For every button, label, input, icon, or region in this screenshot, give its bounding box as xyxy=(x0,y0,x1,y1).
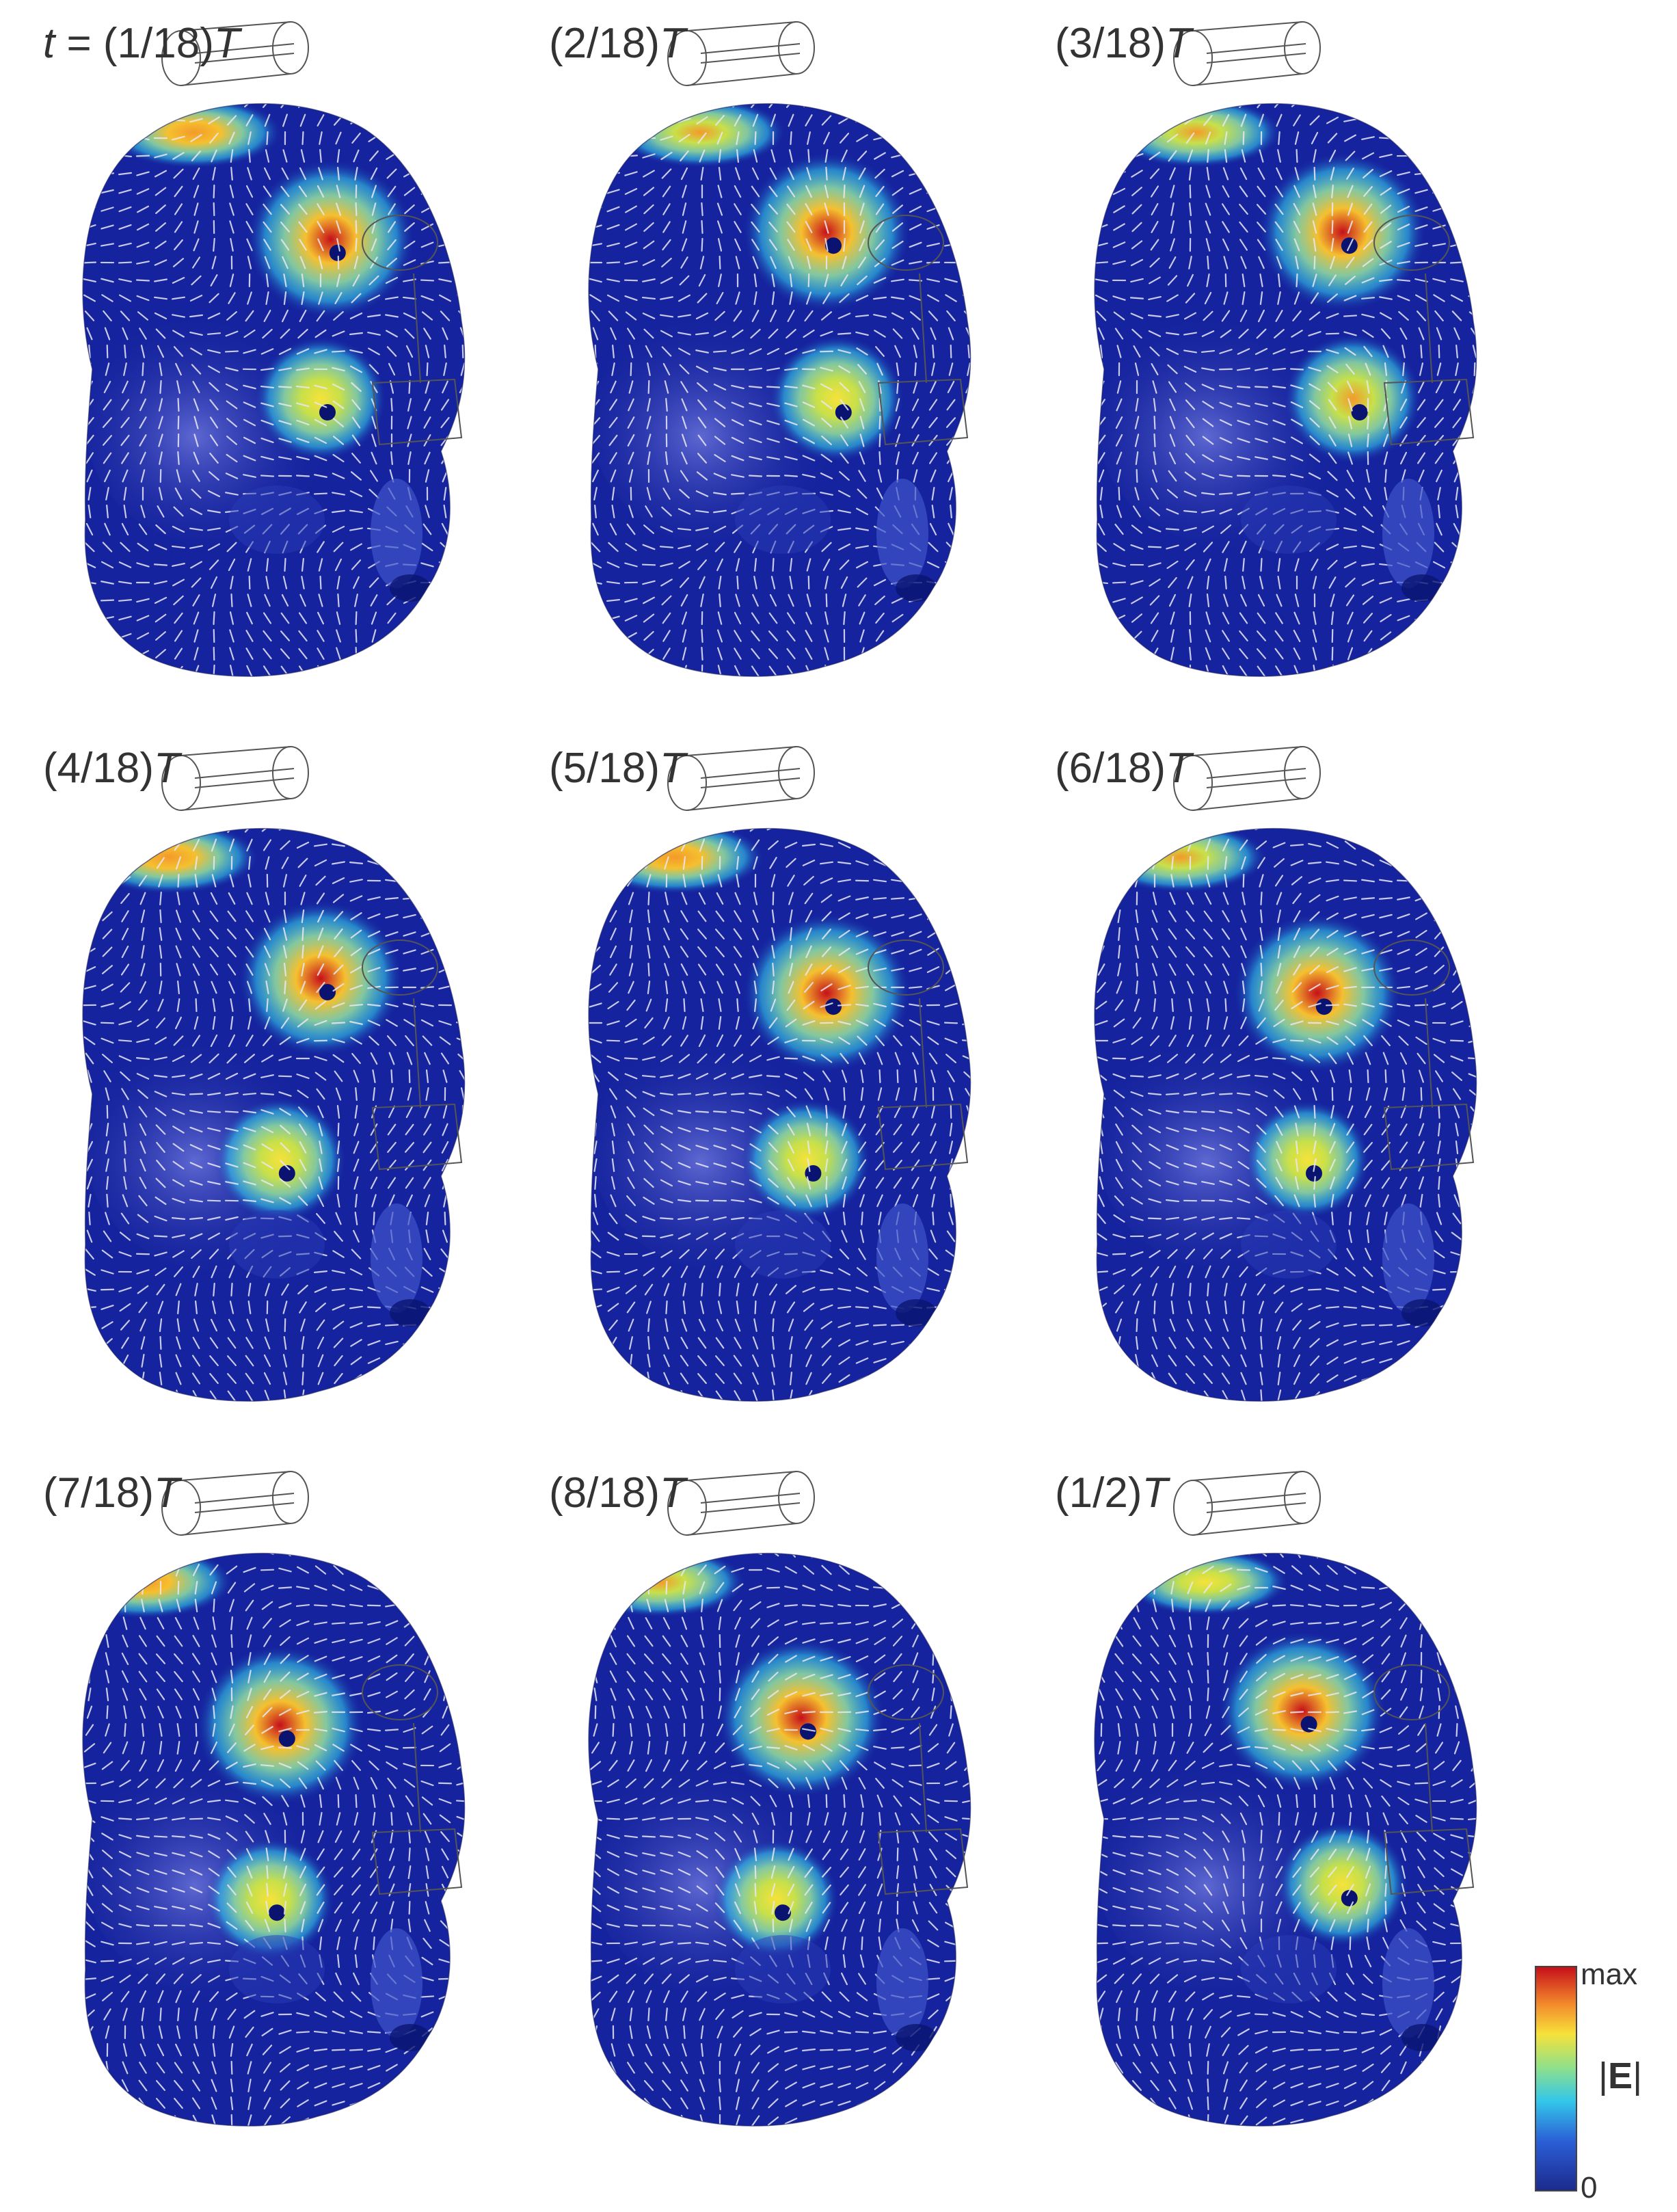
colorbar-quantity-symbol: E xyxy=(1608,2055,1633,2096)
panel-time-label: (4/18)T xyxy=(43,744,180,792)
period-symbol: T xyxy=(1166,20,1192,67)
head-panel: (5/18)T xyxy=(523,725,1029,1450)
time-fraction: (2/18) xyxy=(549,20,660,67)
period-symbol: T xyxy=(660,745,686,792)
panel-time-label: (2/18)T xyxy=(549,19,686,68)
time-fraction: (5/18) xyxy=(549,745,660,792)
head-field-plot xyxy=(1029,0,1535,725)
colorbar-quantity-label: |E| xyxy=(1598,2055,1642,2097)
panel-time-label: (7/18)T xyxy=(43,1469,180,1517)
panel-time-label: (5/18)T xyxy=(549,744,686,792)
period-symbol: T xyxy=(214,20,240,67)
head-panel: (3/18)T xyxy=(1029,0,1535,725)
period-symbol: T xyxy=(154,745,180,792)
head-field-plot xyxy=(17,1450,523,2174)
head-field-plot xyxy=(17,0,523,725)
panel-time-label: (3/18)T xyxy=(1055,19,1192,68)
head-panel: (2/18)T xyxy=(523,0,1029,725)
colorbar-min-label: 0 xyxy=(1581,2171,1597,2205)
head-field-plot xyxy=(1029,1450,1535,2174)
panel-time-label: (6/18)T xyxy=(1055,744,1192,792)
head-field-plot xyxy=(17,725,523,1450)
time-fraction: (8/18) xyxy=(549,1469,660,1517)
head-field-plot xyxy=(523,725,1029,1450)
head-panel: (4/18)T xyxy=(17,725,523,1450)
time-variable: t xyxy=(43,20,55,67)
time-fraction: (3/18) xyxy=(1055,20,1166,67)
time-fraction: (6/18) xyxy=(1055,745,1166,792)
panel-time-label: (1/2)T xyxy=(1055,1469,1168,1517)
time-fraction: (7/18) xyxy=(43,1469,154,1517)
head-panel: t = (1/18)T xyxy=(17,0,523,725)
time-fraction: (1/2) xyxy=(1055,1469,1142,1517)
head-field-plot xyxy=(523,0,1029,725)
head-panel: (1/2)T xyxy=(1029,1450,1535,2174)
head-panel: (6/18)T xyxy=(1029,725,1535,1450)
time-fraction: (4/18) xyxy=(43,745,154,792)
panel-time-label: t = (1/18)T xyxy=(43,19,240,68)
colorbar-gradient xyxy=(1535,1966,1577,2191)
period-symbol: T xyxy=(660,20,686,67)
head-panel: (7/18)T xyxy=(17,1450,523,2174)
period-symbol: T xyxy=(1142,1469,1168,1517)
panel-time-label: (8/18)T xyxy=(549,1469,686,1517)
head-field-plot xyxy=(523,1450,1029,2174)
colorbar-max-label: max xyxy=(1581,1958,1637,1992)
head-panel: (8/18)T xyxy=(523,1450,1029,2174)
period-symbol: T xyxy=(1166,745,1192,792)
colorbar xyxy=(1535,1966,1577,2212)
period-symbol: T xyxy=(660,1469,686,1517)
time-fraction: (1/18) xyxy=(103,20,214,67)
equals-sign: = xyxy=(55,20,103,67)
head-field-plot xyxy=(1029,725,1535,1450)
period-symbol: T xyxy=(154,1469,180,1517)
